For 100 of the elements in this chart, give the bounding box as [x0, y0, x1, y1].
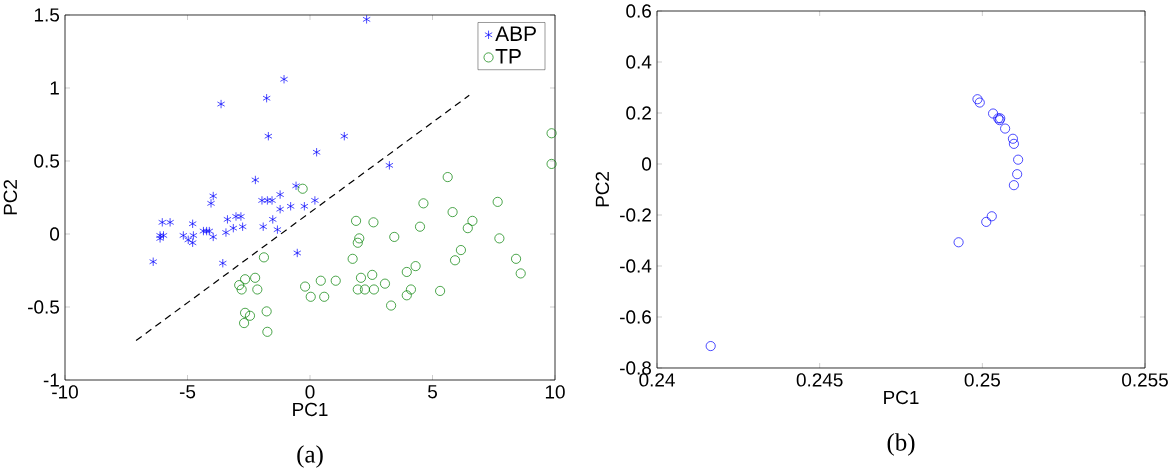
point: [450, 255, 460, 266]
point: [293, 248, 302, 258]
point: [380, 278, 390, 289]
point: [386, 300, 397, 311]
point: [515, 268, 526, 279]
point: [262, 326, 273, 337]
point: [236, 211, 245, 222]
point: [245, 310, 255, 321]
point: [276, 190, 285, 200]
x-axis-title: PC1: [884, 390, 919, 405]
point: [300, 281, 311, 292]
y-tick-label: 0.6: [626, 4, 651, 18]
point: [447, 207, 458, 218]
point: [159, 230, 168, 241]
x-tick-label: 0.245: [796, 373, 843, 387]
x-tick-label: -10: [52, 385, 78, 399]
x-tick-label: 5: [427, 385, 437, 399]
point: [953, 237, 964, 248]
point: [1007, 133, 1018, 144]
point: [351, 215, 362, 226]
x-tick-label: 0.25: [964, 373, 1000, 387]
x-tick-label: 0.24: [639, 373, 675, 387]
point: [251, 175, 260, 185]
point: [156, 230, 165, 241]
point: [262, 93, 271, 103]
point: [356, 272, 366, 283]
text: (a): [297, 445, 323, 468]
point: [300, 201, 309, 211]
point: [367, 269, 378, 280]
point: [280, 74, 289, 84]
y-tick-label: 0: [642, 157, 652, 171]
point: [455, 245, 466, 256]
point: [1013, 154, 1024, 165]
point: [362, 14, 371, 24]
point: [252, 284, 263, 295]
point: [286, 201, 295, 211]
legend-label: TP: [495, 49, 521, 64]
point: [240, 274, 251, 285]
point: [207, 198, 216, 208]
point: [234, 280, 245, 291]
point: [986, 211, 997, 222]
point: [352, 284, 363, 295]
point: [442, 172, 453, 183]
point: [368, 217, 379, 228]
point: [315, 275, 326, 286]
point: [988, 108, 999, 119]
point: [319, 291, 330, 302]
point: [239, 318, 250, 329]
point: [276, 204, 285, 214]
point: [218, 258, 227, 268]
point: [389, 231, 400, 242]
point: [415, 221, 425, 232]
point: [240, 307, 251, 318]
point: [250, 272, 261, 283]
point: [149, 257, 158, 267]
point: [401, 290, 412, 301]
point: [492, 196, 503, 207]
y-tick-label: 0: [50, 227, 60, 241]
point: [261, 306, 272, 317]
point: [359, 284, 370, 295]
point: [405, 284, 416, 295]
point: [1008, 138, 1019, 149]
point: [330, 275, 341, 286]
y-tick-label: 0.2: [626, 106, 651, 120]
point: [292, 181, 301, 191]
point: [1012, 169, 1023, 180]
y-tick-label: -0.8: [620, 361, 651, 375]
point: [410, 261, 421, 272]
point: [188, 238, 197, 248]
point: [385, 160, 394, 170]
point: [467, 215, 478, 226]
point: [310, 195, 319, 205]
y-tick-label: -0.5: [28, 300, 60, 314]
point: [705, 341, 716, 352]
point: [217, 99, 226, 109]
point: [297, 183, 308, 194]
legend-label: ABP: [495, 26, 536, 41]
point: [223, 214, 232, 224]
point: [273, 225, 282, 235]
point: [546, 128, 557, 139]
x-tick-label: 0: [305, 385, 315, 399]
x-axis-title: PC1: [293, 402, 328, 417]
point: [232, 211, 240, 222]
point: [340, 131, 349, 141]
point: [263, 195, 272, 205]
y-tick-label: -1: [43, 373, 59, 387]
point: [418, 198, 429, 209]
point: [166, 217, 175, 227]
y-axis-title: PC2: [595, 172, 610, 207]
y-axis-title: PC2: [3, 180, 18, 215]
y-tick-label: 1.5: [34, 8, 60, 22]
point: [354, 233, 365, 244]
point: [305, 291, 316, 302]
point: [401, 267, 412, 277]
x-tick-label: -5: [179, 385, 196, 399]
point: [352, 237, 363, 248]
y-tick-label: 1: [50, 81, 59, 95]
point: [435, 285, 446, 296]
point: [981, 216, 992, 227]
x-tick-label: 10: [545, 385, 565, 399]
